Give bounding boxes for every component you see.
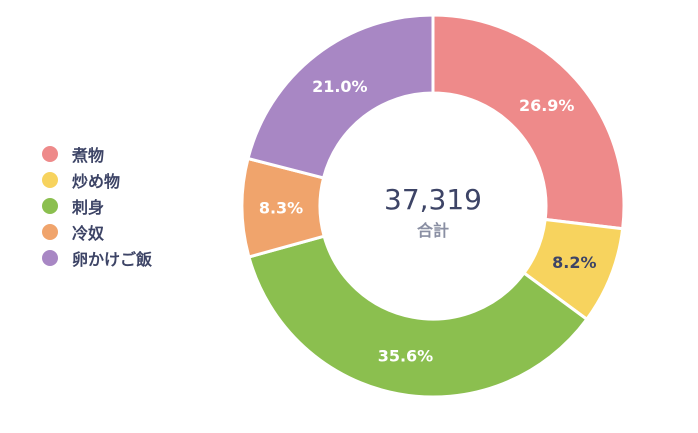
legend-item: 刺身 [42, 193, 152, 219]
legend-item: 冷奴 [42, 219, 152, 245]
legend-item: 炒め物 [42, 167, 152, 193]
donut-slice-5 [246, 13, 435, 180]
legend-label: 炒め物 [72, 172, 121, 191]
center-total: 37,319 [384, 183, 482, 216]
legend-label: 煮物 [72, 146, 105, 165]
legend-item: 卵かけご飯 [42, 245, 152, 271]
legend: 煮物炒め物刺身冷奴卵かけご飯 [42, 141, 152, 271]
slice-value-label: 26.9% [519, 96, 575, 115]
donut-slice-1 [431, 13, 626, 231]
slice-value-label: 8.2% [552, 253, 596, 272]
slice-value-label: 21.0% [312, 77, 368, 96]
slice-value-label: 35.6% [378, 346, 434, 365]
legend-label: 刺身 [72, 198, 105, 217]
legend-swatch [42, 198, 58, 214]
legend-swatch [42, 146, 58, 162]
legend-swatch [42, 172, 58, 188]
slice-value-label: 8.3% [259, 198, 303, 217]
center-label: 合計 [417, 221, 449, 240]
legend-label: 冷奴 [72, 224, 105, 243]
legend-label: 卵かけご飯 [72, 250, 153, 269]
legend-swatch [42, 224, 58, 240]
legend-swatch [42, 250, 58, 266]
donut-slice-3 [247, 234, 589, 399]
legend-item: 煮物 [42, 141, 152, 167]
